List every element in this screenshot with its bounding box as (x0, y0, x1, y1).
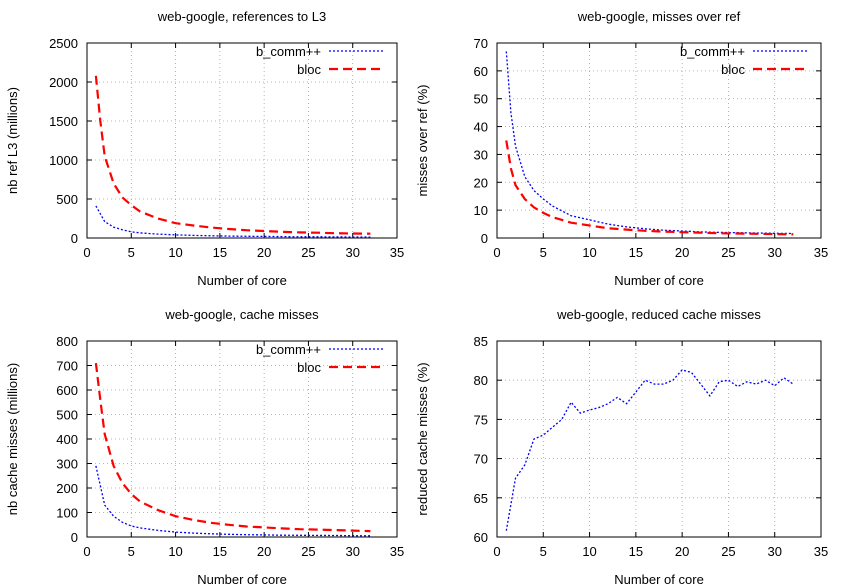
plot-frame (496, 42, 822, 239)
x-tick-label: 30 (345, 245, 359, 260)
y-tick-label: 60 (474, 530, 488, 545)
y-tick-label: 0 (481, 231, 488, 246)
legend-label: b_comm++ (256, 44, 321, 59)
x-tick-label: 35 (814, 544, 828, 559)
chart-title: web-google, misses over ref (577, 9, 741, 24)
y-axis-label: misses over ref (%) (415, 85, 430, 197)
legend-label: bloc (297, 62, 321, 77)
x-tick-label: 5 (128, 245, 135, 260)
x-tick-label: 25 (721, 544, 735, 559)
x-tick-label: 20 (675, 245, 689, 260)
y-tick-label: 2500 (49, 36, 78, 51)
y-tick-label: 2000 (49, 75, 78, 90)
chart-panel-2: 0 5 10 15 20 25 30 35 0 10 20 30 40 50 60 70 web-google,… (415, 9, 828, 288)
x-tick-label: 20 (675, 544, 689, 559)
y-axis-label: nb ref L3 (millions) (5, 87, 20, 194)
chart-panel-1: 0 5 10 15 20 25 30 35 0 500 1000 1500 2000 2500 web-go… (5, 9, 404, 288)
x-tick-label: 10 (582, 544, 596, 559)
x-axis-label: Number of core (197, 273, 287, 288)
plot-frame (496, 340, 822, 538)
series-line-bloc (505, 140, 794, 236)
y-tick-label: 10 (474, 203, 488, 218)
x-tick-label: 5 (540, 544, 547, 559)
series-line-b-comm- (95, 205, 371, 238)
legend-label: bloc (721, 62, 745, 77)
y-tick-label: 100 (56, 506, 78, 521)
x-tick-label: 10 (168, 245, 182, 260)
x-tick-label: 10 (168, 544, 182, 559)
x-tick-label: 15 (629, 245, 643, 260)
chart-panel-4: 0 5 10 15 20 25 30 35 60 65 70 75 80 85 web-google, re… (415, 307, 828, 587)
y-tick-label: 50 (474, 92, 488, 107)
x-tick-label: 5 (128, 544, 135, 559)
y-tick-label: 60 (474, 64, 488, 79)
x-axis-label: Number of core (614, 572, 704, 587)
y-tick-label: 800 (56, 334, 78, 349)
y-axis-label: nb cache misses (millions) (5, 363, 20, 515)
x-tick-label: 0 (493, 245, 500, 260)
legend-label: b_comm++ (256, 342, 321, 357)
x-axis-label: Number of core (197, 572, 287, 587)
y-tick-label: 500 (56, 192, 78, 207)
x-tick-label: 25 (301, 245, 315, 260)
x-tick-label: 35 (814, 245, 828, 260)
y-tick-label: 700 (56, 359, 78, 374)
y-tick-label: 85 (474, 334, 488, 349)
y-tick-label: 20 (474, 175, 488, 190)
x-tick-label: 30 (767, 544, 781, 559)
x-tick-label: 35 (390, 245, 404, 260)
x-axis-label: Number of core (614, 273, 704, 288)
y-tick-label: 65 (474, 491, 488, 506)
x-tick-label: 20 (257, 245, 271, 260)
chart-title: web-google, cache misses (164, 307, 319, 322)
y-tick-label: 1000 (49, 153, 78, 168)
x-tick-label: 15 (629, 544, 643, 559)
series-line-bloc (94, 362, 371, 533)
x-tick-label: 30 (767, 245, 781, 260)
y-tick-label: 80 (474, 373, 488, 388)
x-tick-label: 15 (213, 544, 227, 559)
chart-title: web-google, reduced cache misses (556, 307, 761, 322)
x-tick-label: 0 (83, 245, 90, 260)
plot-frame (86, 340, 398, 538)
x-tick-label: 35 (390, 544, 404, 559)
plot-frame (86, 42, 398, 239)
y-tick-label: 500 (56, 408, 78, 423)
y-tick-label: 70 (474, 36, 488, 51)
y-tick-label: 0 (71, 231, 78, 246)
x-tick-label: 15 (213, 245, 227, 260)
y-tick-label: 400 (56, 432, 78, 447)
x-tick-label: 0 (83, 544, 90, 559)
x-tick-label: 30 (345, 544, 359, 559)
y-axis-label: reduced cache misses (%) (415, 362, 430, 515)
x-tick-label: 10 (582, 245, 596, 260)
legend-label: bloc (297, 360, 321, 375)
y-tick-label: 70 (474, 452, 488, 467)
chart-panel-3: 0 5 10 15 20 25 30 35 0 100 200 300 400 500 600 700 800 w… (5, 307, 404, 587)
y-tick-label: 30 (474, 147, 488, 162)
y-tick-label: 40 (474, 120, 488, 135)
series-line-1 (505, 369, 794, 531)
series-line-bloc (94, 75, 371, 235)
y-tick-label: 300 (56, 457, 78, 472)
y-tick-label: 1500 (49, 114, 78, 129)
x-tick-label: 25 (301, 544, 315, 559)
series-line-b-comm- (95, 465, 371, 537)
y-tick-label: 0 (71, 530, 78, 545)
y-tick-label: 75 (474, 412, 488, 427)
legend-label: b_comm++ (680, 44, 745, 59)
x-tick-label: 25 (721, 245, 735, 260)
x-tick-label: 0 (493, 544, 500, 559)
x-tick-label: 20 (257, 544, 271, 559)
y-tick-label: 600 (56, 383, 78, 398)
series-line-b-comm- (505, 51, 794, 235)
y-tick-label: 200 (56, 481, 78, 496)
chart-title: web-google, references to L3 (157, 9, 326, 24)
x-tick-label: 5 (540, 245, 547, 260)
